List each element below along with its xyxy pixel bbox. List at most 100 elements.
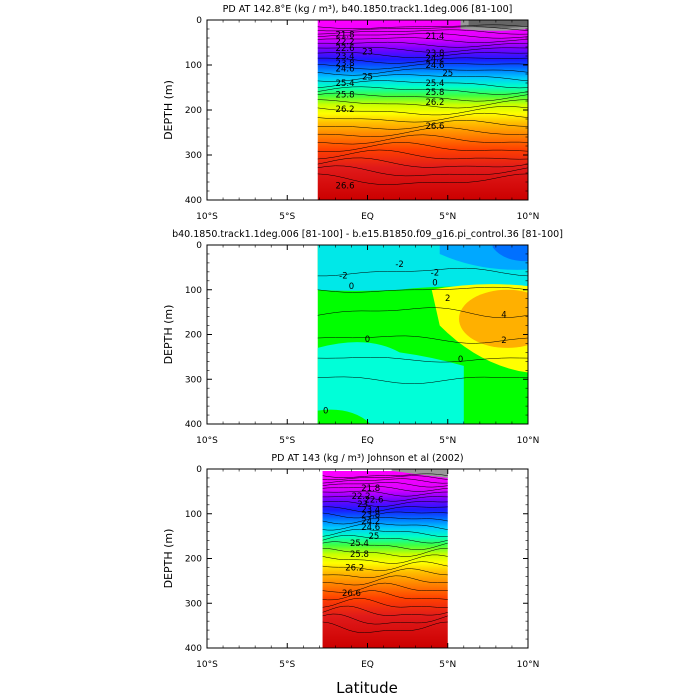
contour-line — [317, 41, 528, 48]
contour-label: 26.6 — [425, 122, 444, 132]
contour-line — [322, 523, 448, 531]
contour-line — [317, 68, 528, 76]
contour-label: 26.2 — [425, 98, 444, 108]
y-tick-label: 100 — [185, 61, 202, 71]
contour-line — [317, 134, 528, 145]
contour-label: 24.2 — [425, 55, 444, 65]
contour-label: 24.2 — [361, 517, 380, 527]
contour-line — [317, 106, 528, 116]
contour-label: 25.4 — [350, 539, 369, 549]
contour-label: 21.8 — [336, 30, 355, 40]
contour-label: 0 — [432, 279, 437, 289]
contour-line — [322, 501, 448, 507]
y-tick-label: 100 — [185, 286, 202, 296]
contour-label: 25.4 — [425, 79, 444, 89]
contour-line — [322, 561, 448, 571]
density-fill — [317, 20, 528, 200]
contour-label: 26.2 — [336, 105, 355, 115]
contour-line — [322, 478, 448, 484]
contour-line — [322, 547, 448, 557]
y-tick-label: 0 — [196, 241, 202, 251]
contour-label: 21.8 — [361, 484, 380, 494]
contour-line — [322, 590, 448, 601]
y-tick-label: 300 — [185, 375, 202, 385]
contour-label: 23.4 — [336, 52, 355, 62]
contour-label: 23.8 — [425, 49, 444, 59]
contour-line — [322, 506, 448, 513]
contour-label: -2 — [431, 269, 439, 279]
y-axis-label: DEPTH (m) — [162, 529, 175, 589]
contour-line — [317, 112, 528, 123]
x-tick-label: 5°N — [439, 436, 456, 446]
contour-line — [322, 473, 448, 478]
contour-line — [317, 267, 528, 277]
x-tick-label: 5°S — [279, 660, 295, 670]
chart-title: PD AT 142.8°E (kg / m³), b40.1850.track1… — [223, 4, 513, 15]
contour-line — [317, 62, 528, 70]
contour-line — [322, 554, 448, 564]
chart-panel-1: 21.8 21.422.222.6 2323.423.824.623.824.224… — [162, 4, 539, 222]
x-tick-label: EQ — [361, 660, 374, 670]
x-tick-label: EQ — [361, 212, 374, 222]
y-tick-label: 400 — [185, 420, 202, 430]
x-tick-label: EQ — [361, 436, 374, 446]
contour-label: 25 — [362, 73, 373, 83]
x-tick-label: 10°N — [517, 660, 540, 670]
contour-line — [322, 541, 448, 550]
contour-label: 2 — [501, 336, 506, 346]
contour-label: 25 — [369, 532, 380, 542]
contour-label: 25.4 — [336, 79, 355, 89]
contour-line — [317, 92, 528, 102]
x-tick-label: 10°N — [517, 436, 540, 446]
contour-line — [317, 26, 528, 32]
y-tick-label: 100 — [185, 510, 202, 520]
y-tick-label: 300 — [185, 151, 202, 161]
data-field — [322, 469, 448, 648]
contour-line — [322, 490, 448, 497]
contour-label: 26.2 — [345, 563, 364, 573]
y-tick-label: 200 — [185, 555, 202, 565]
contour-label: 0 — [365, 335, 370, 345]
contour-label: 25.8 — [350, 550, 369, 560]
negative-max — [492, 245, 528, 262]
contour-label: 0 — [349, 282, 354, 292]
contour-line — [317, 46, 528, 53]
y-tick-label: 200 — [185, 106, 202, 116]
data-field — [317, 245, 528, 424]
chart-title: PD AT 143 (kg / m³) Johnson et al (2002) — [271, 453, 463, 464]
contour-line — [322, 475, 448, 481]
contour-line — [317, 335, 528, 344]
contour-label: 24.6 — [425, 61, 444, 71]
contour-label: 25.8 — [425, 88, 444, 98]
x-tick-label: 5°N — [439, 660, 456, 670]
surface-mask — [391, 469, 448, 478]
y-tick-label: 0 — [196, 16, 202, 26]
near-zero-region — [317, 342, 464, 424]
contour-label: 22.6 — [336, 44, 355, 54]
contour-line — [317, 357, 528, 363]
contour-line — [322, 486, 448, 492]
contour-line — [322, 582, 448, 593]
x-tick-label: 5°S — [279, 212, 295, 222]
contour-line — [317, 86, 528, 95]
contour-label: 4 — [501, 310, 506, 320]
contour-line — [322, 528, 448, 537]
contour-label: 24.6 — [361, 523, 380, 533]
contour-label: 23 — [362, 48, 373, 58]
data-field — [317, 20, 528, 200]
x-tick-label: 10°S — [196, 660, 218, 670]
contour-line — [322, 511, 448, 519]
contour-line — [322, 495, 448, 502]
contour-line — [317, 99, 528, 109]
contour-line — [317, 286, 528, 293]
contour-line — [317, 157, 528, 168]
chart-title: b40.1850.track1.1deg.006 [81-100] - b.e1… — [172, 229, 563, 240]
contour-line — [322, 482, 448, 488]
contour-label: -2 — [395, 260, 403, 270]
contour-line — [317, 29, 528, 35]
chart-panel-3: 21.822.222.62323.423.824.224.62525.425.8… — [162, 453, 539, 670]
contour-line — [317, 173, 528, 185]
contour-label: 23 — [357, 500, 368, 510]
contour-label: 24.6 — [336, 65, 355, 75]
contour-line — [322, 621, 448, 633]
